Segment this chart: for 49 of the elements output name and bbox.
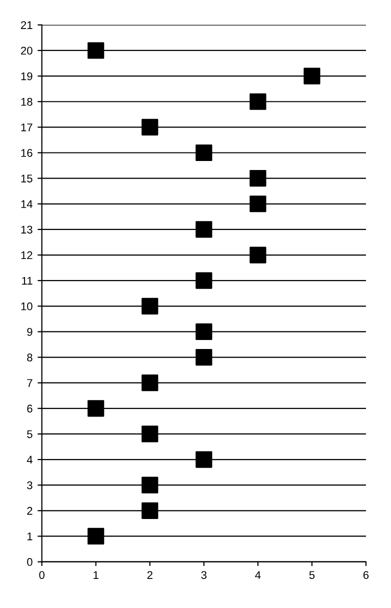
y-tick-label: 12 [21,251,32,260]
y-tick-label: 17 [21,124,32,132]
y-tick-label: 9 [27,328,32,336]
y-tick-label: 4 [26,456,32,464]
point [196,348,212,366]
y-tick-label: 10 [21,302,32,310]
y-tick-label: 1 [27,532,32,540]
point [142,298,158,314]
y-tick-label: 6 [27,404,32,413]
y-tick-label: 18 [21,98,32,106]
point [196,451,212,468]
point [196,323,212,340]
point [304,68,320,84]
x-tick-label: 5 [309,571,315,579]
x-tick-label: 0 [39,571,44,579]
point [196,221,212,238]
point [250,93,266,110]
point [88,400,104,417]
point [196,144,212,162]
point [142,426,158,442]
point [250,170,266,187]
x-tick-label: 1 [94,571,98,579]
y-tick-label: 7 [27,379,32,387]
point [196,272,212,289]
y-tick-label: 2 [27,506,32,515]
y-tick-label: 13 [21,226,32,234]
y-tick-label: 15 [21,174,32,182]
y-tick-label: 8 [27,354,32,362]
x-tick-label: 2 [147,571,152,579]
x-tick-label: 6 [363,571,369,579]
y-tick-label: 3 [27,481,32,490]
y-tick-label: 19 [21,72,32,80]
y-tick-label: 21 [21,21,32,29]
point [88,42,104,59]
y-tick-label: 20 [21,46,32,55]
y-tick-label: 5 [27,430,32,438]
y-tick-label: 0 [27,558,32,566]
y-tick-label: 16 [21,149,32,157]
y-tick-label: 11 [22,276,32,285]
point [250,196,266,212]
point [142,118,158,136]
x-tick-label: 3 [201,571,207,579]
point [250,246,266,264]
x-tick-label: 4 [255,571,261,579]
point [142,502,158,519]
point [142,374,158,392]
y-tick-label: 14 [21,200,32,208]
point [88,528,104,545]
point [142,476,158,494]
